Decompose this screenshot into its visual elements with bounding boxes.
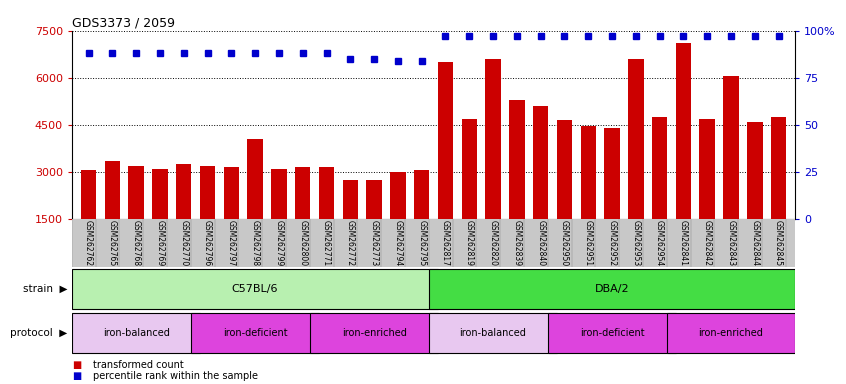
Bar <box>462 119 477 266</box>
Text: GSM262800: GSM262800 <box>298 220 307 266</box>
Text: GSM262817: GSM262817 <box>441 220 450 266</box>
Bar <box>105 161 120 266</box>
Bar <box>310 313 438 353</box>
Text: strain  ▶: strain ▶ <box>23 284 68 294</box>
Text: GSM262952: GSM262952 <box>607 220 617 266</box>
Bar <box>429 269 795 309</box>
Text: GSM262841: GSM262841 <box>678 220 688 266</box>
Bar <box>247 139 263 266</box>
Bar <box>580 126 596 266</box>
Text: iron-enriched: iron-enriched <box>699 328 763 338</box>
Text: GSM262839: GSM262839 <box>513 220 521 266</box>
Bar <box>414 170 430 266</box>
Bar <box>200 166 215 266</box>
Text: GSM262768: GSM262768 <box>132 220 140 266</box>
Text: percentile rank within the sample: percentile rank within the sample <box>93 371 258 381</box>
Bar <box>628 59 644 266</box>
Text: GSM262820: GSM262820 <box>488 220 497 266</box>
Bar <box>343 180 358 266</box>
Bar <box>557 120 572 266</box>
Text: GSM262796: GSM262796 <box>203 220 212 266</box>
Bar <box>509 100 525 266</box>
Text: GSM262772: GSM262772 <box>346 220 354 266</box>
Bar <box>191 313 319 353</box>
Text: GSM262795: GSM262795 <box>417 220 426 266</box>
Bar <box>652 117 667 266</box>
Text: GSM262845: GSM262845 <box>774 220 783 266</box>
Bar <box>129 166 144 266</box>
Bar <box>700 119 715 266</box>
Text: iron-deficient: iron-deficient <box>222 328 288 338</box>
Bar <box>72 269 438 309</box>
Text: GSM262798: GSM262798 <box>250 220 260 266</box>
Bar <box>429 313 558 353</box>
Text: GSM262770: GSM262770 <box>179 220 189 266</box>
Bar <box>604 128 620 266</box>
Text: GSM262953: GSM262953 <box>631 220 640 266</box>
Text: C57BL/6: C57BL/6 <box>232 284 278 294</box>
Text: GSM262954: GSM262954 <box>655 220 664 266</box>
Bar <box>81 170 96 266</box>
Text: GSM262762: GSM262762 <box>84 220 93 266</box>
Bar <box>319 167 334 266</box>
Text: GSM262765: GSM262765 <box>107 220 117 266</box>
Text: GSM262843: GSM262843 <box>727 220 735 266</box>
Text: GSM262799: GSM262799 <box>274 220 283 266</box>
Bar <box>223 167 239 266</box>
Text: GSM262797: GSM262797 <box>227 220 236 266</box>
Bar <box>723 76 739 266</box>
Bar <box>747 122 762 266</box>
Bar <box>295 167 310 266</box>
Text: protocol  ▶: protocol ▶ <box>10 328 68 338</box>
Bar <box>272 169 287 266</box>
Text: GSM262951: GSM262951 <box>584 220 593 266</box>
Text: GSM262844: GSM262844 <box>750 220 760 266</box>
Text: GSM262771: GSM262771 <box>322 220 331 266</box>
Bar <box>390 172 405 266</box>
Bar <box>152 169 168 266</box>
Text: iron-enriched: iron-enriched <box>342 328 407 338</box>
Text: GSM262819: GSM262819 <box>464 220 474 266</box>
Bar <box>72 313 201 353</box>
Bar <box>667 313 795 353</box>
Text: GSM262842: GSM262842 <box>703 220 711 266</box>
Text: iron-balanced: iron-balanced <box>459 328 526 338</box>
Bar <box>771 117 786 266</box>
Bar <box>176 164 191 266</box>
Text: GSM262794: GSM262794 <box>393 220 403 266</box>
Text: GSM262840: GSM262840 <box>536 220 545 266</box>
Bar <box>676 43 691 266</box>
Bar <box>486 59 501 266</box>
Text: ■: ■ <box>72 360 81 370</box>
Text: iron-deficient: iron-deficient <box>580 328 645 338</box>
Text: ■: ■ <box>72 371 81 381</box>
Bar <box>366 180 382 266</box>
Text: DBA/2: DBA/2 <box>595 284 629 294</box>
Text: GDS3373 / 2059: GDS3373 / 2059 <box>72 17 175 30</box>
Bar <box>437 62 453 266</box>
Text: GSM262950: GSM262950 <box>560 220 569 266</box>
Text: GSM262773: GSM262773 <box>370 220 379 266</box>
Text: iron-balanced: iron-balanced <box>102 328 169 338</box>
Bar <box>533 106 548 266</box>
Bar <box>548 313 676 353</box>
Text: GSM262769: GSM262769 <box>156 220 164 266</box>
Text: transformed count: transformed count <box>93 360 184 370</box>
